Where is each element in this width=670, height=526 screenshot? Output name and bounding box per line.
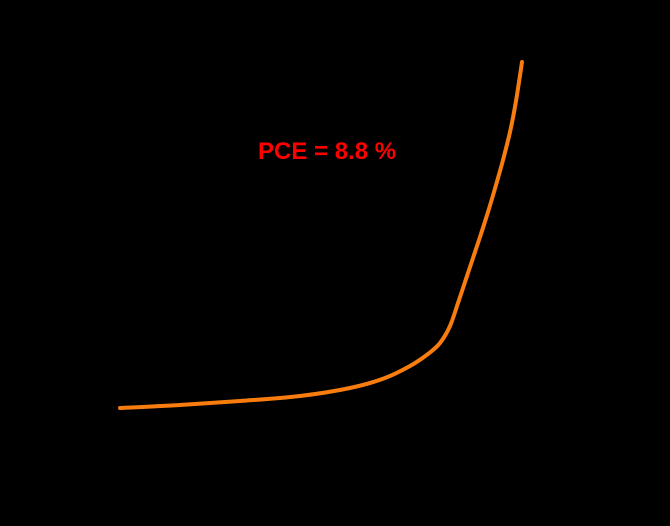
- pce-annotation: PCE = 8.8 %: [258, 138, 397, 165]
- jv-curve-line: [118, 60, 524, 410]
